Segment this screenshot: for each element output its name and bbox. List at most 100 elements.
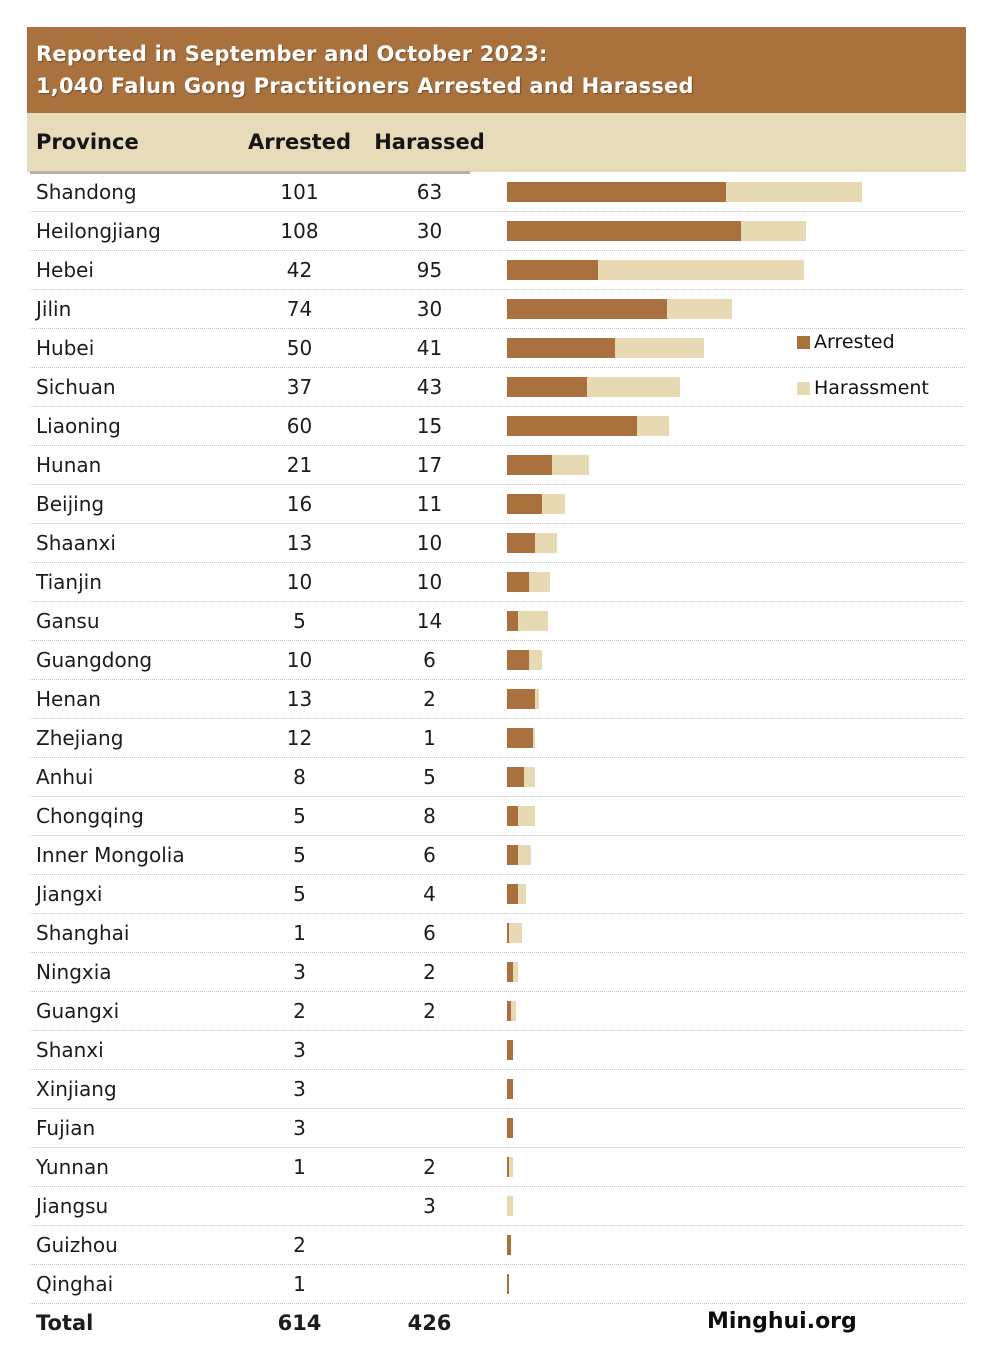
table-row: Heilongjiang 108 30 — [30, 212, 965, 251]
arrested-count: 5 — [293, 609, 306, 633]
stacked-bar — [507, 182, 862, 202]
arrested-count: 50 — [286, 336, 313, 360]
province-name: Gansu — [36, 609, 100, 633]
title-line-1: Reported in September and October 2023: — [36, 42, 548, 66]
harassed-count: 3 — [423, 1194, 436, 1218]
arrested-bar-segment — [507, 1235, 512, 1255]
arrested-bar-segment — [507, 1157, 510, 1177]
arrested-count: 5 — [293, 882, 306, 906]
harassment-swatch-icon — [797, 381, 810, 395]
harassed-count: 15 — [416, 414, 443, 438]
harassed-count: 10 — [416, 531, 443, 555]
province-name: Shandong — [36, 180, 137, 204]
harassed-count: 17 — [416, 453, 443, 477]
table-row: Sichuan 37 43 — [30, 368, 965, 407]
arrested-count: 3 — [293, 960, 306, 984]
column-header-harassed: Harassed — [374, 130, 485, 154]
table-row: Anhui 8 5 — [30, 758, 965, 797]
province-name: Guizhou — [36, 1233, 118, 1257]
title-banner: Reported in September and October 2023: … — [27, 27, 966, 113]
province-name: Jiangsu — [36, 1194, 109, 1218]
arrested-bar-segment — [507, 767, 525, 787]
harassment-bar-segment — [507, 1196, 514, 1216]
column-header-province: Province — [36, 130, 139, 154]
table-row: Guangdong 10 6 — [30, 641, 965, 680]
total-label: Total — [36, 1311, 94, 1335]
table-row: Shanxi 3 — [30, 1031, 965, 1070]
province-name: Yunnan — [36, 1155, 109, 1179]
province-name: Sichuan — [36, 375, 116, 399]
harassment-bar-segment — [517, 806, 536, 826]
legend-item-harassment: Harassment — [797, 378, 929, 398]
table-row: Shandong 101 63 — [30, 173, 965, 212]
harassed-count: 30 — [416, 297, 443, 321]
stacked-bar — [507, 962, 518, 982]
harassed-count: 30 — [416, 219, 443, 243]
table-row: Shanghai 1 6 — [30, 914, 965, 953]
province-name: Inner Mongolia — [36, 843, 185, 867]
table-row: Zhejiang 12 1 — [30, 719, 965, 758]
arrested-bar-segment — [507, 1274, 510, 1294]
arrested-count: 3 — [293, 1116, 306, 1140]
province-name: Liaoning — [36, 414, 121, 438]
table-row: Jilin 74 30 — [30, 290, 965, 329]
harassment-bar-segment — [528, 650, 542, 670]
arrested-count: 10 — [286, 648, 313, 672]
stacked-bar — [507, 1274, 510, 1294]
arrested-bar-segment — [507, 923, 510, 943]
arrested-bar-segment — [507, 884, 518, 904]
source-credit: Minghui.org — [707, 1309, 857, 1334]
province-name: Shanxi — [36, 1038, 104, 1062]
arrested-count: 1 — [293, 921, 306, 945]
stacked-bar — [507, 494, 566, 514]
arrested-bar-segment — [507, 338, 616, 358]
column-header-row: Province Arrested Harassed — [27, 113, 966, 172]
province-name: Ningxia — [36, 960, 112, 984]
stacked-bar — [507, 806, 536, 826]
stacked-bar — [507, 845, 531, 865]
harassment-bar-segment — [636, 416, 670, 436]
province-name: Xinjiang — [36, 1077, 117, 1101]
table-row: Henan 13 2 — [30, 680, 965, 719]
harassment-bar-segment — [509, 923, 523, 943]
harassed-count: 5 — [423, 765, 436, 789]
harassed-count: 41 — [416, 336, 443, 360]
arrested-count: 3 — [293, 1077, 306, 1101]
table-row: Jiangsu 3 — [30, 1187, 965, 1226]
stacked-bar — [507, 1118, 514, 1138]
harassment-bar-segment — [517, 611, 549, 631]
arrested-bar-segment — [507, 494, 542, 514]
province-name: Fujian — [36, 1116, 96, 1140]
table-row: Inner Mongolia 5 6 — [30, 836, 965, 875]
stacked-bar — [507, 260, 804, 280]
harassment-bar-segment — [541, 494, 566, 514]
harassed-count: 10 — [416, 570, 443, 594]
table-row: Jiangxi 5 4 — [30, 875, 965, 914]
arrested-count: 2 — [293, 1233, 306, 1257]
table-row: Hunan 21 17 — [30, 446, 965, 485]
stacked-bar — [507, 533, 557, 553]
total-row: Total 614 426 — [30, 1304, 965, 1342]
arrested-count: 13 — [286, 687, 313, 711]
stacked-bar — [507, 1196, 514, 1216]
table-row: Guangxi 2 2 — [30, 992, 965, 1031]
province-name: Hubei — [36, 336, 95, 360]
province-name: Zhejiang — [36, 726, 124, 750]
arrested-bar-segment — [507, 533, 536, 553]
province-name: Hunan — [36, 453, 102, 477]
province-name: Hebei — [36, 258, 94, 282]
harassment-bar-segment — [511, 1001, 516, 1021]
harassed-count: 6 — [423, 648, 436, 672]
province-name: Shaanxi — [36, 531, 116, 555]
arrested-bar-segment — [507, 182, 726, 202]
table-row: Xinjiang 3 — [30, 1070, 965, 1109]
arrested-count: 3 — [293, 1038, 306, 1062]
table-row: Guizhou 2 — [30, 1226, 965, 1265]
province-name: Heilongjiang — [36, 219, 161, 243]
harassed-count: 2 — [423, 687, 436, 711]
table-row: Yunnan 1 2 — [30, 1148, 965, 1187]
harassed-count: 1 — [423, 726, 436, 750]
harassed-count: 6 — [423, 843, 436, 867]
arrested-bar-segment — [507, 650, 529, 670]
harassment-bar-segment — [528, 572, 551, 592]
